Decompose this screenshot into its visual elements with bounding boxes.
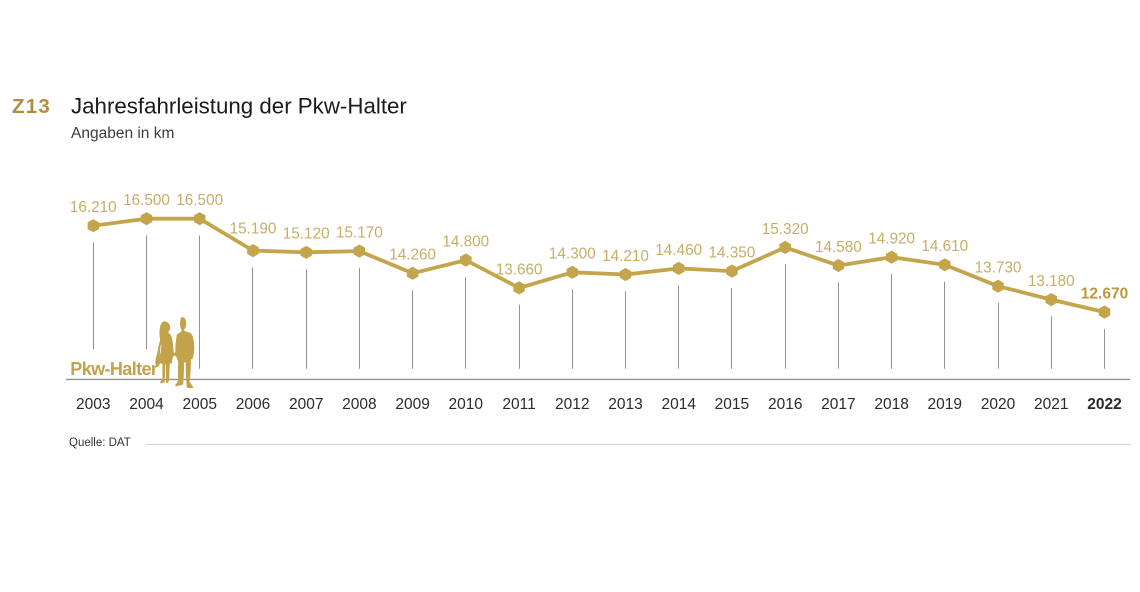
svg-text:14.800: 14.800	[442, 234, 489, 251]
svg-text:13.660: 13.660	[496, 261, 543, 278]
svg-text:2006: 2006	[236, 396, 270, 413]
svg-text:2020: 2020	[981, 396, 1016, 413]
svg-text:2004: 2004	[129, 396, 164, 413]
svg-text:Z13: Z13	[12, 95, 51, 118]
svg-text:Quelle: DAT: Quelle: DAT	[69, 437, 131, 449]
svg-text:14.350: 14.350	[709, 245, 756, 262]
svg-text:2012: 2012	[555, 396, 589, 413]
svg-text:14.580: 14.580	[815, 239, 862, 256]
svg-text:2009: 2009	[395, 396, 429, 413]
svg-text:Jahresfahrleistung der Pkw-Hal: Jahresfahrleistung der Pkw-Halter	[71, 94, 407, 119]
svg-text:2011: 2011	[502, 396, 535, 413]
svg-text:2022: 2022	[1087, 396, 1121, 413]
svg-text:2021: 2021	[1034, 396, 1068, 413]
svg-text:16.500: 16.500	[123, 192, 170, 209]
svg-text:2018: 2018	[874, 396, 908, 413]
svg-text:13.730: 13.730	[975, 260, 1022, 277]
svg-text:14.210: 14.210	[602, 248, 649, 265]
svg-text:2010: 2010	[449, 396, 484, 413]
svg-text:12.670: 12.670	[1081, 286, 1128, 303]
svg-text:15.320: 15.320	[762, 221, 809, 238]
svg-text:15.170: 15.170	[336, 225, 383, 242]
svg-text:13.180: 13.180	[1028, 273, 1075, 290]
svg-text:2014: 2014	[661, 396, 696, 413]
svg-text:2005: 2005	[182, 396, 216, 413]
svg-text:2016: 2016	[768, 396, 802, 413]
svg-text:16.210: 16.210	[70, 199, 117, 216]
svg-text:2019: 2019	[928, 396, 962, 413]
svg-text:2008: 2008	[342, 396, 376, 413]
svg-text:Angaben in km: Angaben in km	[71, 125, 174, 142]
svg-text:15.190: 15.190	[230, 220, 277, 237]
svg-text:2013: 2013	[608, 396, 642, 413]
svg-text:16.500: 16.500	[176, 192, 223, 209]
svg-text:14.260: 14.260	[389, 247, 436, 264]
svg-text:15.120: 15.120	[283, 226, 330, 243]
svg-text:14.610: 14.610	[921, 238, 968, 255]
svg-text:2015: 2015	[715, 396, 749, 413]
svg-text:2003: 2003	[76, 396, 110, 413]
svg-text:2017: 2017	[821, 396, 855, 413]
svg-text:Pkw-Halter: Pkw-Halter	[70, 359, 158, 379]
svg-text:14.300: 14.300	[549, 246, 596, 263]
svg-text:2007: 2007	[289, 396, 323, 413]
svg-text:14.920: 14.920	[868, 231, 915, 248]
svg-text:14.460: 14.460	[655, 242, 702, 259]
